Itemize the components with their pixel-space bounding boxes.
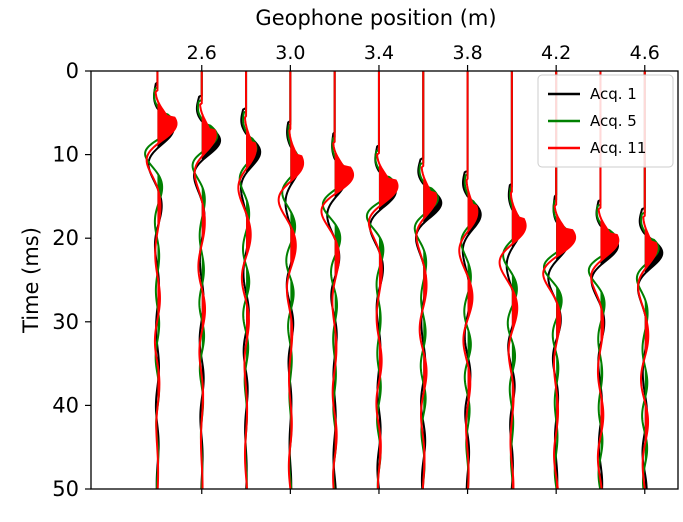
trace-1 <box>191 71 222 489</box>
x-axis-ticks: 2.6 3.0 3.4 3.8 4.2 4.6 <box>187 42 660 494</box>
trace-7 <box>458 71 482 489</box>
x-tick-label: 3.0 <box>275 42 305 64</box>
trace-3 <box>277 71 305 489</box>
legend-label: Acq. 5 <box>590 112 637 130</box>
trace-line-2-series-2 <box>237 71 257 489</box>
trace-line-4-series-2 <box>320 71 355 489</box>
trace-fill-4-series-2 <box>334 151 354 459</box>
legend-box <box>537 74 674 168</box>
trace-fill-7-series-2 <box>467 188 478 489</box>
trace-fill-6-series-2 <box>423 175 437 485</box>
trace-line-7-series-2 <box>458 71 479 489</box>
y-tick-label: 30 <box>52 310 79 334</box>
y-tick-label: 40 <box>52 393 79 417</box>
x-axis-label: Geophone position (m) <box>255 6 496 30</box>
trace-line-4-series-1 <box>321 71 349 489</box>
trace-fill-2-series-2 <box>246 125 256 489</box>
legend-label: Acq. 1 <box>590 85 637 103</box>
y-tick-label: 0 <box>66 59 79 83</box>
trace-line-6-series-2 <box>415 71 438 489</box>
trace-line-1-series-2 <box>193 71 217 489</box>
y-tick-label: 50 <box>52 477 79 501</box>
traces-group <box>144 71 664 489</box>
x-tick-label: 4.2 <box>541 42 571 64</box>
y-axis-ticks: 0 10 20 30 40 50 <box>52 59 91 501</box>
trace-line-3-series-2 <box>277 71 305 489</box>
x-tick-label: 4.6 <box>630 42 660 64</box>
trace-2 <box>237 71 262 489</box>
trace-4 <box>320 71 355 489</box>
trace-line-0-series-2 <box>145 71 178 489</box>
y-axis-label: Time (ms) <box>19 227 43 334</box>
trace-fill-1-series-2 <box>201 112 216 489</box>
legend-label: Acq. 11 <box>590 139 646 157</box>
trace-fill-4-series-1 <box>334 157 348 459</box>
trace-line-5-series-2 <box>367 71 399 489</box>
trace-fill-0-series-2 <box>157 101 177 489</box>
trace-6 <box>413 71 443 489</box>
trace-fill-0-series-0 <box>157 109 174 467</box>
y-tick-label: 10 <box>52 143 79 167</box>
plot-frame <box>90 70 679 490</box>
trace-fill-5-series-2 <box>378 164 398 472</box>
trace-line-8-series-2 <box>498 71 527 489</box>
x-tick-label: 3.8 <box>452 42 482 64</box>
legend: Acq. 1 Acq. 5 Acq. 11 <box>537 74 674 168</box>
trace-5 <box>365 71 399 489</box>
trace-8 <box>498 71 527 489</box>
x-tick-label: 3.4 <box>364 42 394 64</box>
x-tick-label: 2.6 <box>187 42 217 64</box>
y-tick-label: 20 <box>52 226 79 250</box>
trace-fill-3-series-2 <box>290 138 304 489</box>
trace-0 <box>144 71 178 489</box>
